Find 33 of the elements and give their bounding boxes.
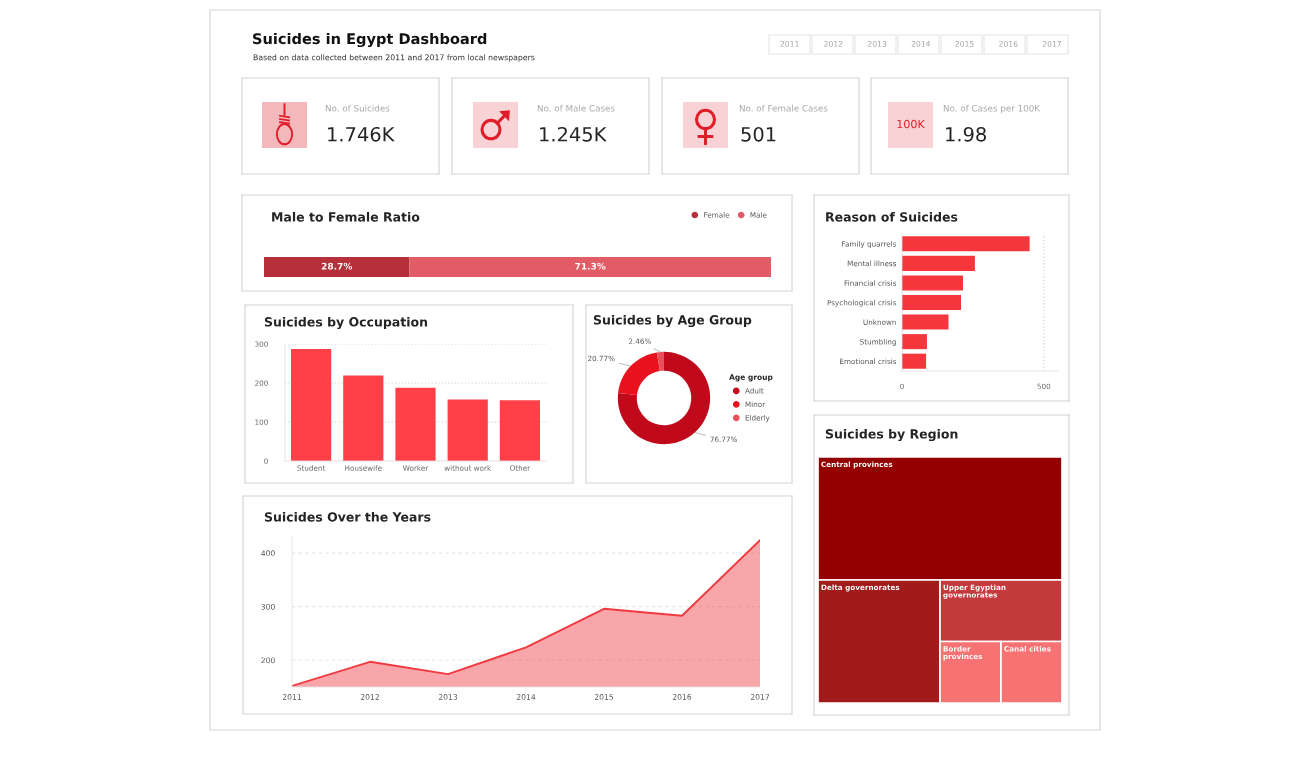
text: 1.98	[946, 126, 986, 142]
bar	[499, 400, 540, 461]
text: Suicides in Egypt Dashboard	[253, 32, 487, 48]
bar	[447, 399, 488, 461]
text: No. of Female Cases	[739, 104, 828, 112]
data-label: 28.7%	[321, 262, 353, 270]
chart-title: Male to Female Ratio	[272, 211, 420, 222]
chart-title: Suicides Over the Years	[264, 511, 431, 522]
text: No. of Male Cases	[537, 104, 615, 112]
text: Suicides by Region	[825, 428, 958, 442]
text: 100K	[897, 119, 925, 129]
text: 1.746K	[328, 126, 395, 142]
chart-title: Suicides by Occupation	[264, 316, 428, 330]
text: No. of Suicides	[325, 104, 390, 112]
bar	[395, 387, 436, 461]
chart-title: Suicides by Age Group	[593, 314, 752, 328]
donut-slice	[656, 351, 664, 372]
bar	[902, 255, 975, 271]
donut-slice	[617, 351, 711, 445]
bar	[902, 236, 1030, 252]
chart-title: Reason of Suicides	[826, 211, 958, 222]
text: 1.245K	[540, 126, 607, 142]
bar	[902, 334, 927, 350]
data-label: 71.3%	[575, 262, 606, 270]
bar	[291, 349, 332, 461]
bar	[902, 294, 961, 311]
bar	[343, 375, 384, 461]
bar	[902, 353, 927, 369]
bar	[902, 275, 963, 291]
text: No. of Cases per 100K	[943, 104, 1041, 114]
bar	[902, 314, 949, 330]
text: 501	[741, 126, 776, 142]
donut-slice	[618, 352, 660, 395]
